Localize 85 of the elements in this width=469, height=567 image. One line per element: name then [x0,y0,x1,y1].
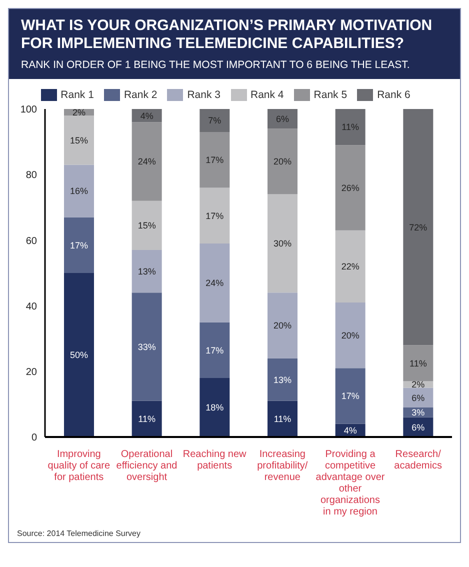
x-tick-label: Providing a competitive advantage over other organizations in my region [316,449,386,518]
data-label: 15% [138,220,156,231]
legend-label: Rank 3 [187,88,220,101]
chart-subtitle: RANK IN ORDER OF 1 BEING THE MOST IMPORTANT TO 6 BEING THE LEAST. [21,59,411,71]
data-label: 72% [409,222,428,232]
y-tick-label: 20 [26,366,38,378]
data-label: 2% [412,380,425,390]
data-label: 17% [341,391,360,402]
bar [335,368,366,424]
data-label: 26% [341,182,360,193]
data-label: 6% [412,422,425,432]
bar [335,145,366,230]
bar [335,302,366,368]
bar [268,292,298,358]
x-tick-label: Increasing profitability/ revenue [257,449,308,483]
bar [64,217,94,273]
bar [403,388,434,408]
bar [132,122,162,201]
data-label: 30% [273,238,292,249]
bar [200,109,230,132]
bar [200,378,230,437]
bar [64,116,94,165]
data-label: 17% [206,345,224,356]
bar [132,400,162,437]
data-label: 18% [206,402,224,413]
data-label: 11% [138,414,156,424]
data-label: 6% [276,114,290,124]
data-label: 20% [273,156,292,167]
data-label: 15% [70,135,88,146]
bar [335,230,366,303]
bar [200,132,230,188]
bar [268,128,298,194]
y-tick-label: 100 [20,104,38,116]
x-tick-label: Reaching new patients [182,449,248,472]
bar [132,250,162,293]
bar [268,400,298,437]
data-label: 17% [206,155,224,166]
data-label: 11% [342,122,360,132]
data-label: 11% [409,358,427,368]
data-label: 50% [70,350,88,360]
data-label: 7% [208,116,222,126]
bar [132,292,162,401]
bar [403,109,434,346]
data-label: 13% [273,374,292,385]
legend-label: Rank 5 [314,88,348,101]
bar [403,345,434,382]
data-label: 6% [412,392,425,403]
bar [132,200,162,250]
data-label: 2% [72,107,86,118]
y-tick-label: 80 [26,170,38,182]
legend-label: Rank 2 [124,88,158,101]
bar [268,358,298,401]
data-label: 20% [273,320,292,331]
y-tick-label: 60 [26,236,38,247]
bar [64,164,94,218]
data-label: 17% [70,240,88,250]
legend-label: Rank 1 [60,88,94,101]
legend-label: Rank 6 [377,88,410,101]
data-label: 20% [341,330,360,341]
data-label: 4% [140,110,154,121]
x-tick-label: Research/ academics [394,449,442,472]
bar [335,109,366,146]
data-label: 11% [274,414,292,424]
bar [268,194,298,293]
data-label: 16% [70,186,88,196]
bar [268,109,298,129]
bar [200,243,230,322]
data-label: 13% [138,266,156,277]
data-label: 4% [344,426,357,436]
data-label: 3% [412,408,425,418]
bar [200,188,230,244]
x-tick-label: Operational efficiency and oversight [116,449,178,483]
data-label: 33% [138,342,156,352]
bar [200,322,230,378]
bar [64,273,94,437]
y-tick-label: 40 [26,301,38,312]
data-label: 17% [206,210,224,221]
source-note: Source: 2014 Telemedicine Survey [17,529,142,538]
x-tick-label: Improving quality of care for patients [48,449,110,483]
data-label: 22% [341,262,360,272]
data-label: 24% [138,156,156,167]
data-label: 24% [206,278,224,288]
legend-label: Rank 4 [250,88,284,101]
chart-title: WHAT IS YOUR ORGANIZATION’S PRIMARY MOTIVATION FOR IMPLEMENTING TELEMEDICINE CAPABILITIES? [21,17,434,53]
y-tick-label: 0 [31,432,38,444]
